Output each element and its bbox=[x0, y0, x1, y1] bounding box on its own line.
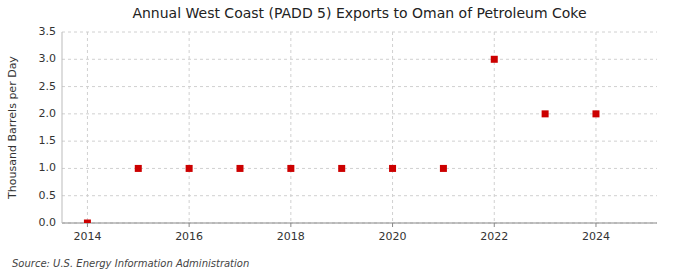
point bbox=[542, 110, 549, 117]
chart: 0.0 0.5 1.0 1.5 2.0 2.5 3.0 3.5 2014 2016 2018 2020… bbox=[0, 0, 675, 275]
grid bbox=[62, 32, 657, 223]
y-tick-label: 2.0 bbox=[39, 107, 57, 120]
y-grid-line bbox=[62, 168, 657, 169]
point bbox=[491, 56, 498, 63]
y-tick-label: 2.5 bbox=[39, 80, 57, 93]
y-tick-label: 3.0 bbox=[39, 52, 57, 65]
y-grid-line bbox=[62, 59, 657, 60]
point bbox=[338, 165, 345, 172]
y-tick-label: 1.5 bbox=[39, 134, 57, 147]
x-grid-line bbox=[189, 32, 190, 223]
x-tick-label: 2014 bbox=[73, 230, 101, 243]
x-tick-label: 2022 bbox=[480, 230, 508, 243]
point bbox=[135, 165, 142, 172]
point bbox=[236, 165, 243, 172]
x-tick-label: 2016 bbox=[175, 230, 203, 243]
source-note: Source: U.S. Energy Information Administ… bbox=[12, 258, 249, 269]
y-grid-line bbox=[62, 195, 657, 196]
x-tick bbox=[494, 223, 495, 227]
point bbox=[440, 165, 447, 172]
y-grid-line bbox=[62, 32, 657, 33]
point bbox=[287, 165, 294, 172]
point bbox=[389, 165, 396, 172]
x-tick bbox=[87, 223, 88, 227]
y-axis-label: Thousand Barrels per Day bbox=[6, 56, 19, 200]
y-grid-line bbox=[62, 113, 657, 114]
y-tick-label: 0.5 bbox=[39, 189, 57, 202]
title: Annual West Coast (PADD 5) Exports to Om… bbox=[132, 5, 586, 21]
x-tick-label: 2018 bbox=[277, 230, 305, 243]
y-axis-line bbox=[62, 32, 63, 223]
point bbox=[592, 110, 599, 117]
x-tick bbox=[290, 223, 291, 227]
y-grid-line bbox=[62, 223, 657, 224]
x-grid-line bbox=[595, 32, 596, 223]
points bbox=[84, 56, 600, 223]
axes: 0.0 0.5 1.0 1.5 2.0 2.5 3.0 3.5 2014 2016 2018 2020… bbox=[39, 25, 658, 243]
x-grid-line bbox=[290, 32, 291, 223]
x-tick-label: 2020 bbox=[379, 230, 407, 243]
x-grid-line bbox=[392, 32, 393, 223]
x-tick bbox=[392, 223, 393, 227]
point bbox=[186, 165, 193, 172]
y-tick-label: 0.0 bbox=[39, 216, 57, 229]
y-grid-line bbox=[62, 141, 657, 142]
x-tick bbox=[595, 223, 596, 227]
point bbox=[84, 220, 91, 224]
x-tick-label: 2024 bbox=[582, 230, 610, 243]
x-axis-line bbox=[62, 223, 657, 224]
y-tick-label: 1.0 bbox=[39, 161, 57, 174]
x-grid-line bbox=[87, 32, 88, 223]
x-tick bbox=[189, 223, 190, 227]
y-tick-label: 3.5 bbox=[39, 25, 57, 38]
y-grid-line bbox=[62, 86, 657, 87]
